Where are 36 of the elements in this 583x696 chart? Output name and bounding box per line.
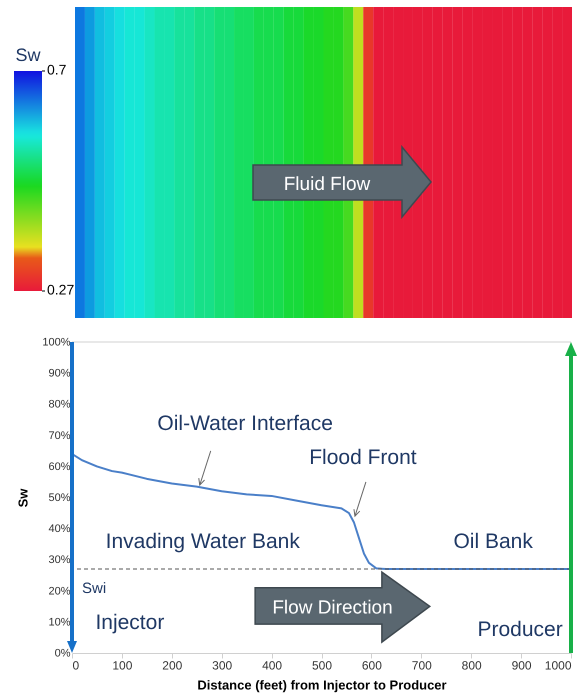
x-tick-label: 200 [162,658,183,672]
x-tick-label: 100 [112,658,133,672]
y-tick-label: 80% [48,398,71,411]
annotation: Flow Direction [272,597,393,618]
x-tick-label: 0 [72,658,80,672]
y-tick-label: 40% [48,523,71,536]
x-tick-label: 900 [512,658,532,672]
y-tick-label: 70% [48,430,71,442]
annotation: Oil-Water Interface [157,412,333,436]
x-tick-label: 500 [312,658,332,672]
y-tick-label: 10% [48,616,71,628]
ref-line-label: Swi [82,580,106,598]
annotation: Injector [95,611,164,634]
y-tick-label: 20% [48,585,71,598]
annotation: Invading Water Bank [106,530,300,553]
x-tick-label: 1000 [544,658,572,672]
x-tick-label: 600 [362,658,382,672]
y-tick-label: 90% [48,368,71,380]
x-tick-label: 800 [462,658,482,672]
annotation: Oil Bank [453,530,534,553]
y-tick-label: 60% [48,460,71,473]
color-bar-label: 0.27 [47,282,74,298]
color-bar-title: Sw [15,45,42,65]
x-tick-label: 700 [412,658,432,672]
y-tick-label: 50% [48,492,71,504]
y-tick-label: 0% [54,648,71,660]
y-tick-label: 100% [42,336,71,348]
y-tick-label: 30% [48,554,71,566]
y-axis-title: Sw [15,488,30,508]
x-axis-title: Distance (feet) from Injector to Producer [197,678,447,692]
color-bar-label: 0.7 [47,62,67,78]
annotation: Fluid Flow [284,174,371,195]
x-tick-label: 300 [212,658,233,672]
annotation: Flood Front [309,446,417,470]
x-tick-label: 400 [262,658,282,672]
annotation: Producer [477,618,563,641]
